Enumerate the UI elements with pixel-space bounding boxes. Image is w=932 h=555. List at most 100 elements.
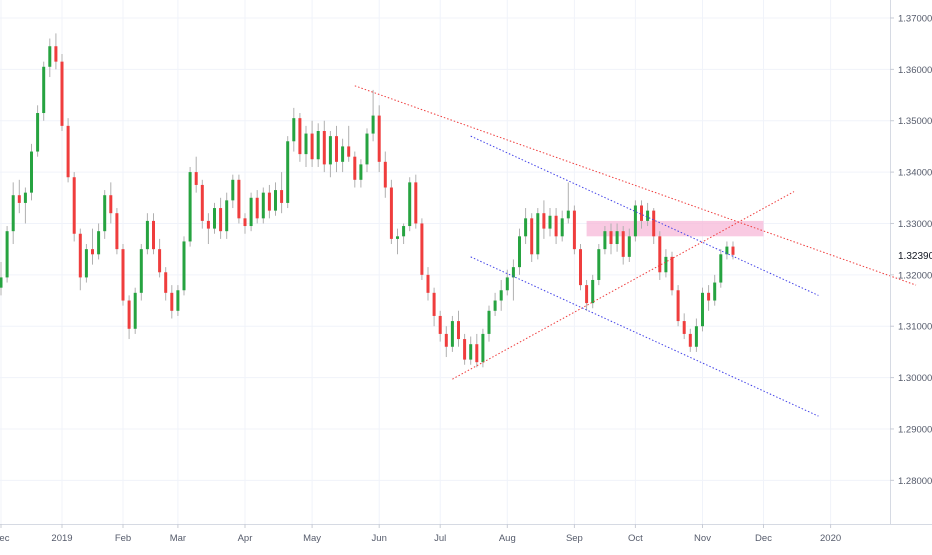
- candle-body: [127, 300, 131, 329]
- candle: [572, 205, 576, 255]
- candle: [463, 333, 467, 365]
- candle-body: [633, 205, 637, 237]
- candle-body: [109, 195, 113, 214]
- candle-body: [11, 195, 15, 232]
- candle-body: [30, 151, 33, 193]
- candle: [316, 123, 320, 167]
- candle: [414, 174, 418, 229]
- candle: [640, 200, 643, 229]
- candle-body: [658, 236, 662, 273]
- candle: [481, 328, 485, 368]
- candle-body: [694, 326, 698, 347]
- candle-body: [54, 46, 58, 62]
- candle-body: [292, 118, 296, 142]
- candle-body: [255, 197, 259, 219]
- candle: [347, 125, 351, 162]
- trendline-layer: [354, 85, 917, 417]
- candle: [255, 190, 259, 224]
- x-tick-label: 2019: [51, 533, 72, 544]
- candle: [688, 328, 692, 352]
- candle: [328, 131, 332, 178]
- candle: [603, 226, 607, 255]
- candle: [206, 213, 210, 245]
- candle-body: [78, 233, 82, 278]
- candle: [139, 244, 143, 301]
- candle-body: [530, 218, 534, 255]
- candle-body: [585, 285, 589, 304]
- candle-body: [225, 200, 229, 232]
- trendline-red: [354, 85, 917, 286]
- candle: [274, 182, 277, 216]
- candle-body: [396, 236, 399, 239]
- candle: [633, 200, 637, 242]
- trendline-blue: [470, 256, 819, 417]
- candle: [487, 305, 491, 342]
- candle: [475, 333, 479, 368]
- candle-body: [707, 292, 711, 301]
- candle-body: [133, 292, 137, 329]
- candle-body: [164, 272, 168, 293]
- candle-body: [560, 218, 564, 237]
- candle: [66, 118, 70, 183]
- candle-body: [5, 231, 9, 278]
- candle: [103, 190, 107, 239]
- candle-body: [615, 231, 619, 245]
- candle-body: [450, 321, 454, 347]
- candle: [115, 208, 119, 255]
- candle: [84, 244, 88, 283]
- candle: [444, 326, 448, 358]
- candle: [249, 192, 253, 232]
- candle-body: [603, 231, 607, 250]
- candle-body: [359, 164, 363, 180]
- candle: [597, 244, 601, 286]
- candle: [658, 231, 662, 280]
- candle-body: [328, 136, 332, 165]
- candle: [0, 262, 3, 296]
- candle: [450, 315, 454, 352]
- candle: [719, 249, 723, 288]
- candle: [664, 249, 668, 278]
- candle-body: [261, 192, 265, 219]
- candle-body: [23, 192, 27, 203]
- candle-body: [84, 249, 88, 278]
- candle-body: [566, 210, 570, 219]
- candle: [652, 208, 656, 245]
- candle-body: [206, 220, 210, 229]
- candle: [627, 228, 631, 262]
- candle-body: [243, 218, 247, 227]
- candle-body: [579, 249, 582, 286]
- candle-body: [731, 246, 735, 255]
- candle-body: [17, 195, 21, 203]
- candle-body: [408, 182, 412, 227]
- candle: [609, 223, 613, 255]
- candle: [72, 172, 76, 242]
- candle: [566, 182, 570, 224]
- candle: [713, 274, 717, 306]
- candle: [237, 174, 241, 224]
- candle: [30, 143, 33, 201]
- candle-body: [536, 213, 540, 255]
- candle: [261, 187, 265, 224]
- candle: [298, 113, 302, 162]
- candle-body: [353, 156, 357, 180]
- trendline-blue: [470, 135, 819, 296]
- y-tick-label: 1.32000: [898, 270, 932, 281]
- candle: [707, 285, 711, 311]
- candle: [682, 313, 686, 340]
- candle: [365, 128, 369, 173]
- y-tick-label: 1.37000: [898, 13, 932, 24]
- candle: [621, 226, 625, 265]
- candle: [225, 192, 229, 239]
- candle-body: [48, 46, 52, 67]
- candle: [48, 38, 52, 78]
- candle: [127, 295, 131, 340]
- candle-body: [152, 220, 155, 250]
- candle: [182, 236, 186, 296]
- candle: [408, 177, 412, 232]
- candle-body: [469, 344, 473, 360]
- x-tick-label: 2020: [820, 533, 841, 544]
- candle-body: [304, 133, 308, 155]
- candle-body: [713, 282, 717, 301]
- candle-body: [194, 172, 198, 185]
